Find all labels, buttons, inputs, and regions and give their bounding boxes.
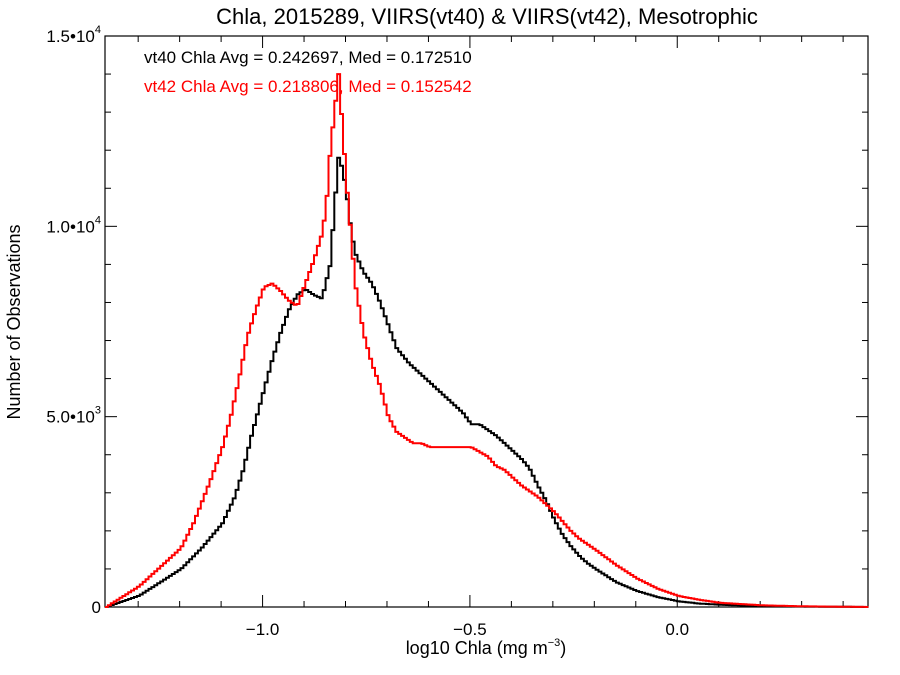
y-tick-label-base: 5.0•10 xyxy=(46,408,95,427)
x-tick-label: 0.0 xyxy=(665,620,689,639)
series-group xyxy=(105,73,869,608)
y-tick-label: 0 xyxy=(92,598,101,617)
y-tick-label-base: 1.5•10 xyxy=(46,27,95,46)
series-line-1 xyxy=(105,73,869,608)
y-tick-label-base: 0 xyxy=(92,598,101,617)
x-axis-label: log10 Chla (mg m−3) xyxy=(406,637,567,658)
chart-title: Chla, 2015289, VIIRS(vt40) & VIIRS(vt42)… xyxy=(216,4,758,29)
y-axis-label: Number of Observations xyxy=(4,224,24,419)
y-tick-label: 5.0•103 xyxy=(46,405,101,427)
annotation-1: vt42 Chla Avg = 0.218806, Med = 0.152542 xyxy=(144,77,472,96)
y-tick-label-exponent: 4 xyxy=(95,214,101,226)
x-axis-label-text: log10 Chla (mg m xyxy=(406,638,548,658)
annotation-0: vt40 Chla Avg = 0.242697, Med = 0.172510 xyxy=(144,48,472,67)
y-tick-label: 1.5•104 xyxy=(46,24,101,46)
series-line-0 xyxy=(105,156,869,608)
y-tick-label-exponent: 3 xyxy=(95,405,101,417)
x-axis-label-close: ) xyxy=(560,638,566,658)
x-axis-label-sup: −3 xyxy=(548,637,561,649)
annotations: vt40 Chla Avg = 0.242697, Med = 0.172510… xyxy=(144,48,472,96)
y-tick-label: 1.0•104 xyxy=(46,214,101,236)
plot-frame xyxy=(104,35,869,608)
x-tick-label: −0.5 xyxy=(453,620,487,639)
y-tick-label-base: 1.0•10 xyxy=(46,217,95,236)
y-tick-label-exponent: 4 xyxy=(95,24,101,36)
x-tick-label: −1.0 xyxy=(246,620,280,639)
